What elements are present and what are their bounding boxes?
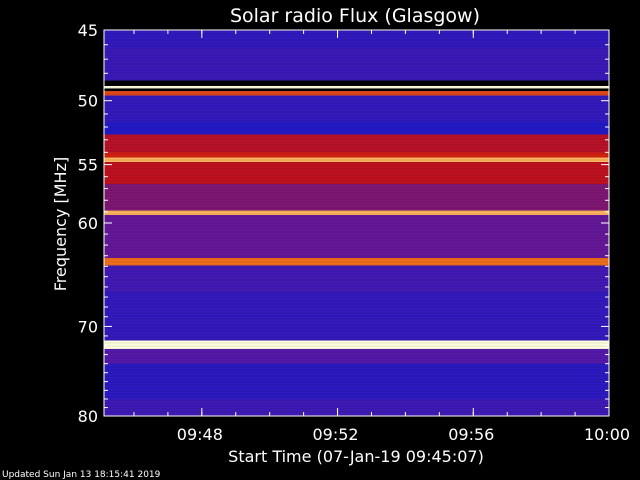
spectrogram-image <box>104 30 609 416</box>
updated-timestamp: Updated Sun Jan 13 18:15:41 2019 <box>2 470 161 480</box>
x-tick-label: 09:56 <box>448 425 494 444</box>
y-axis-ticks: 45 50 55 60 70 80 <box>78 21 609 426</box>
y-tick-label: 60 <box>78 214 98 233</box>
y-tick-label: 80 <box>78 407 98 426</box>
y-tick-label: 55 <box>78 156 98 175</box>
x-tick-label: 10:00 <box>584 425 630 444</box>
plot-area <box>103 29 610 417</box>
x-axis-label: Start Time (07-Jan-19 09:45:07) <box>228 447 484 466</box>
y-tick-label: 50 <box>78 92 98 111</box>
y-axis-label: Frequency [MHz] <box>51 157 70 291</box>
chart-title: Solar radio Flux (Glasgow) <box>230 5 480 27</box>
x-tick-label: 09:52 <box>312 425 358 444</box>
x-tick-label: 09:48 <box>177 425 223 444</box>
x-axis-ticks: 09:48 09:52 09:56 10:00 <box>133 30 630 444</box>
y-tick-label: 70 <box>78 317 98 336</box>
y-tick-label: 45 <box>78 21 98 40</box>
